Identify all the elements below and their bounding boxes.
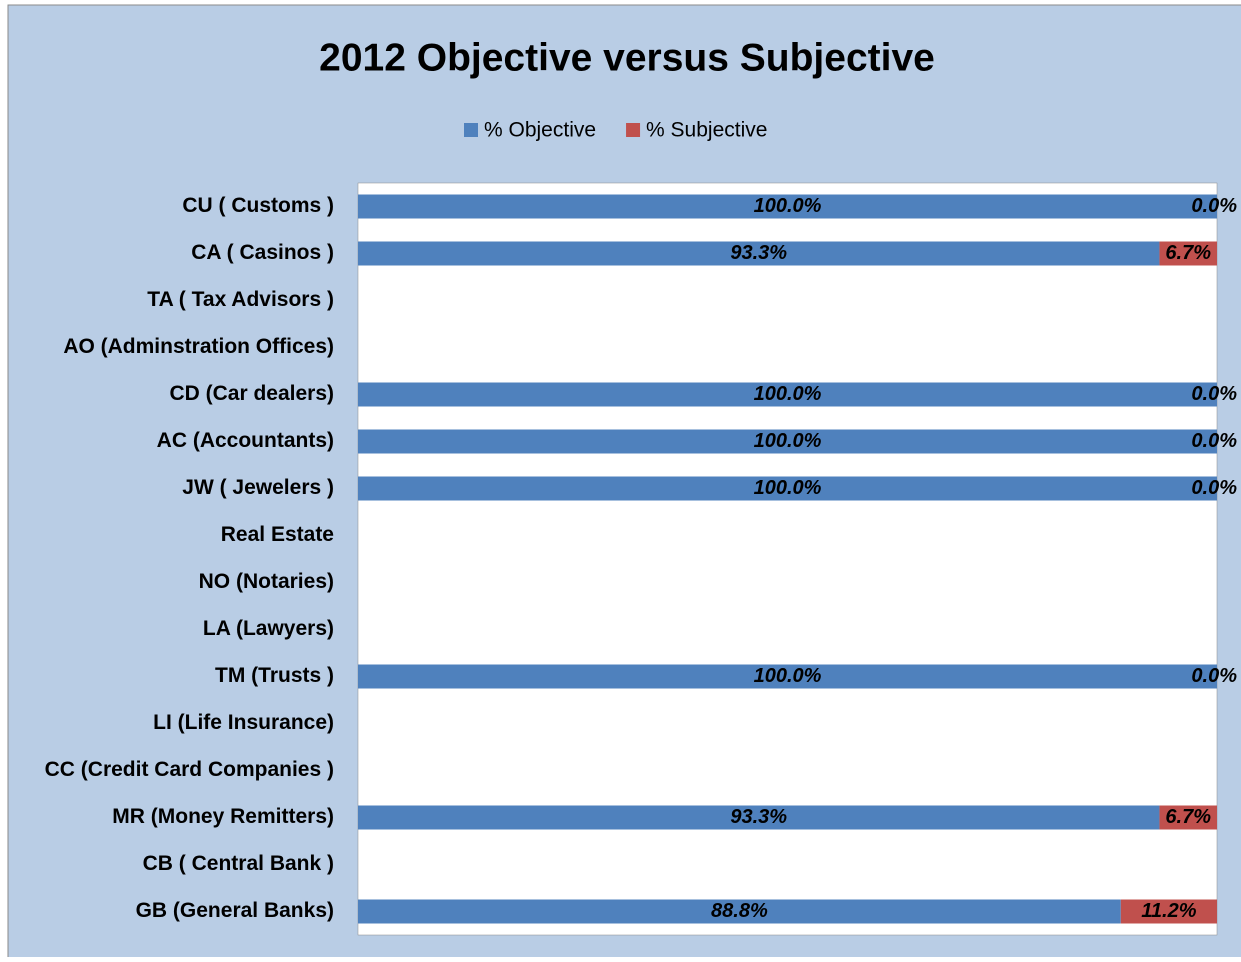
value-label: 6.7% [1165, 242, 1211, 264]
bar [358, 194, 1217, 219]
bar [358, 664, 1217, 689]
y-tick-label: TM (Trusts ) [215, 664, 334, 687]
y-tick-label: LA (Lawyers) [203, 617, 334, 640]
value-label: 0.0% [1191, 195, 1237, 217]
y-tick-label: CB ( Central Bank ) [143, 852, 334, 875]
y-tick-label: CA ( Casinos ) [191, 241, 334, 264]
y-tick-label: AC (Accountants) [157, 429, 334, 452]
bar [1120, 899, 1217, 924]
bar [358, 382, 1217, 407]
legend-label: % Objective [484, 119, 596, 142]
value-label: 6.7% [1165, 806, 1211, 828]
bar [358, 476, 1217, 501]
y-tick-label: AO (Adminstration Offices) [63, 335, 334, 358]
y-tick-label: Real Estate [221, 523, 334, 546]
value-label: 93.3% [730, 242, 787, 264]
legend-swatch [464, 123, 478, 137]
value-label: 100.0% [754, 665, 822, 687]
value-label: 100.0% [754, 430, 822, 452]
value-label: 11.2% [1141, 900, 1196, 922]
value-label: 0.0% [1191, 430, 1237, 452]
y-tick-label: LI (Life Insurance) [153, 711, 334, 734]
y-tick-label: JW ( Jewelers ) [182, 476, 334, 499]
value-label: 88.8% [711, 900, 768, 922]
value-label: 0.0% [1191, 665, 1237, 687]
value-label: 100.0% [754, 195, 822, 217]
legend-swatch [626, 123, 641, 137]
bar [358, 899, 1121, 924]
bar [358, 429, 1217, 454]
value-label: 0.0% [1191, 383, 1237, 405]
bar [358, 241, 1160, 266]
y-tick-label: CD (Car dealers) [169, 382, 334, 405]
y-tick-label: TA ( Tax Advisors ) [147, 288, 334, 311]
chart-title: 2012 Objective versus Subjective [319, 36, 935, 79]
bar [1159, 241, 1217, 266]
y-tick-label: CU ( Customs ) [182, 194, 334, 217]
bar [1159, 805, 1217, 830]
value-label: 0.0% [1191, 477, 1237, 499]
value-label: 100.0% [754, 477, 822, 499]
y-tick-label: MR (Money Remitters) [112, 805, 334, 828]
y-tick-label: GB (General Banks) [136, 899, 334, 922]
y-tick-label: NO (Notaries) [199, 570, 334, 593]
y-tick-label: CC (Credit Card Companies ) [45, 758, 334, 781]
bar [358, 805, 1160, 830]
legend-label: % Subjective [646, 119, 767, 142]
value-label: 93.3% [730, 806, 787, 828]
value-label: 100.0% [754, 383, 822, 405]
